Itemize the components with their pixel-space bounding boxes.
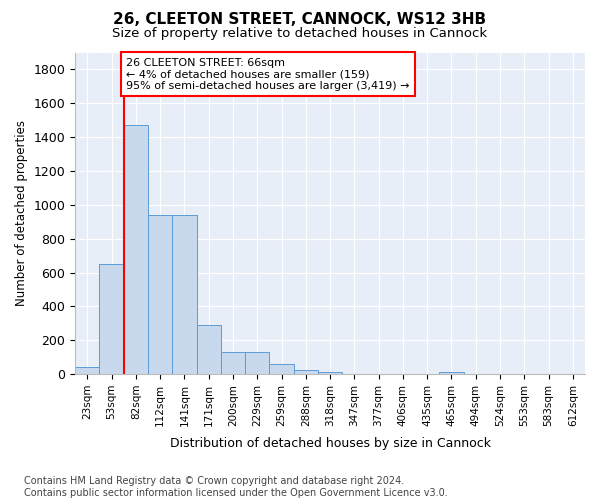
Text: Size of property relative to detached houses in Cannock: Size of property relative to detached ho… [112, 28, 488, 40]
Bar [269, 364, 293, 374]
Bar [75, 368, 100, 374]
Bar [172, 215, 197, 374]
Bar [197, 325, 221, 374]
Bar [221, 352, 245, 374]
Bar [318, 372, 342, 374]
Bar [293, 370, 318, 374]
Bar [148, 215, 172, 374]
Bar [124, 126, 148, 374]
Y-axis label: Number of detached properties: Number of detached properties [15, 120, 28, 306]
Bar [439, 372, 464, 374]
Text: Contains HM Land Registry data © Crown copyright and database right 2024.
Contai: Contains HM Land Registry data © Crown c… [24, 476, 448, 498]
Text: 26 CLEETON STREET: 66sqm
← 4% of detached houses are smaller (159)
95% of semi-d: 26 CLEETON STREET: 66sqm ← 4% of detache… [126, 58, 410, 91]
Bar [245, 352, 269, 374]
Bar [100, 264, 124, 374]
Text: 26, CLEETON STREET, CANNOCK, WS12 3HB: 26, CLEETON STREET, CANNOCK, WS12 3HB [113, 12, 487, 28]
X-axis label: Distribution of detached houses by size in Cannock: Distribution of detached houses by size … [170, 437, 491, 450]
